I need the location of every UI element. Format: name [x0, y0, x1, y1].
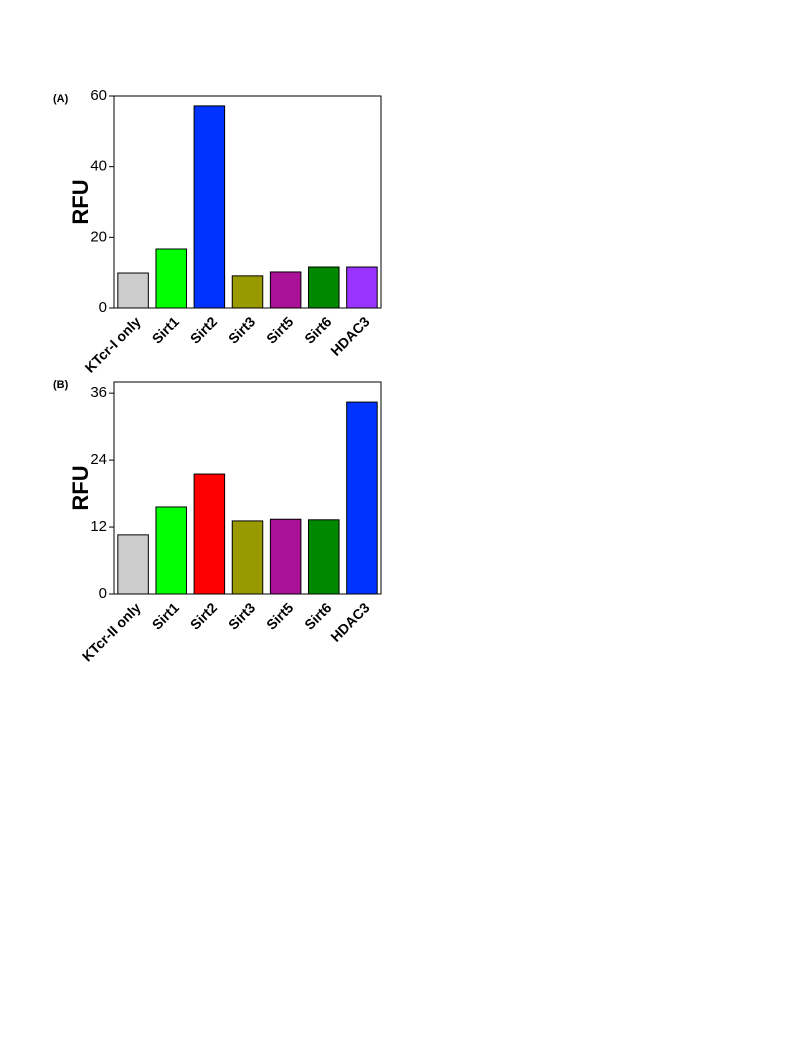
- x-tick-label: Sirt5: [263, 313, 296, 346]
- plot-frame: [113, 95, 382, 309]
- bar: [346, 401, 378, 595]
- bar: [308, 266, 340, 309]
- bar: [231, 520, 264, 595]
- bar: [269, 518, 302, 595]
- x-tick-label: Sirt2: [187, 313, 220, 346]
- panel-label: (B): [53, 379, 69, 391]
- bar: [346, 266, 378, 309]
- x-tick-label: KTcr-I only: [82, 313, 144, 375]
- plot-frame: [113, 381, 382, 595]
- x-tick-label: Sirt3: [225, 599, 258, 632]
- bar: [193, 105, 226, 309]
- y-axis-label: RFU: [68, 465, 93, 510]
- bar: [269, 271, 302, 309]
- y-tick-label: 40: [90, 158, 107, 175]
- bar: [155, 506, 187, 595]
- y-tick-label: 60: [90, 87, 107, 104]
- x-tick-label: HDAC3: [327, 313, 373, 359]
- bar: [308, 519, 340, 595]
- y-tick-label: 36: [90, 384, 107, 401]
- x-tick-label: Sirt5: [263, 599, 296, 632]
- bar: [117, 272, 149, 309]
- bar: [155, 248, 187, 309]
- y-tick-label: 20: [90, 228, 107, 245]
- panel-label: (A): [53, 93, 69, 105]
- x-tick-label: Sirt1: [149, 599, 182, 632]
- x-tick-label: Sirt2: [187, 599, 220, 632]
- x-tick-label: Sirt3: [225, 313, 258, 346]
- x-tick-label: Sirt6: [301, 599, 334, 632]
- bar: [193, 473, 226, 595]
- x-tick-label: HDAC3: [327, 599, 373, 645]
- x-tick-label: KTcr-II only: [79, 599, 144, 664]
- y-tick-label: 12: [90, 518, 107, 535]
- y-tick-label: 0: [99, 585, 107, 602]
- y-axis-label: RFU: [68, 179, 93, 224]
- bar: [117, 534, 149, 595]
- x-tick-label: Sirt6: [301, 313, 334, 346]
- bar: [231, 275, 264, 309]
- y-tick-label: 0: [99, 299, 107, 316]
- y-tick-label: 24: [90, 451, 107, 468]
- x-tick-label: Sirt1: [149, 313, 182, 346]
